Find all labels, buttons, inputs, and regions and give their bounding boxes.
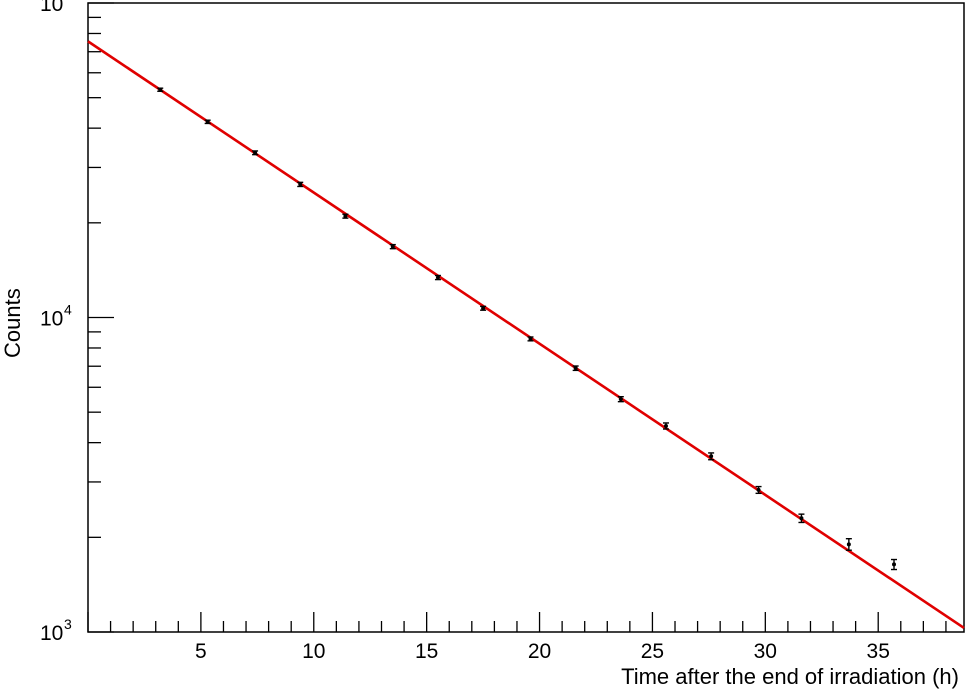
- y-tick-label: 10 4: [40, 302, 72, 331]
- data-point: [434, 274, 441, 281]
- x-axis-title: Time after the end of irradiation (h): [621, 664, 959, 689]
- x-tick-label: 35: [867, 640, 890, 663]
- x-tick-label: 20: [528, 640, 551, 663]
- data-points-layer: [157, 87, 898, 571]
- point-marker: [528, 336, 533, 341]
- point-marker: [756, 487, 761, 492]
- point-marker: [435, 275, 440, 280]
- plot-frame: [87, 2, 965, 633]
- ticks-layer: [87, 2, 947, 633]
- y-axis-title: Counts: [0, 288, 25, 358]
- x-tick-label: 15: [415, 640, 438, 663]
- data-point: [252, 150, 259, 156]
- y-tick-exponent: 5: [64, 0, 72, 3]
- data-point: [708, 452, 715, 461]
- point-marker: [253, 150, 258, 155]
- data-point: [297, 181, 304, 188]
- x-tick-label: 10: [302, 640, 325, 663]
- y-tick-labels: 103104105: [40, 0, 72, 645]
- y-tick-exponent: 4: [64, 302, 72, 318]
- y-tick-exponent: 3: [64, 616, 72, 632]
- data-point: [342, 213, 349, 219]
- point-marker: [846, 542, 851, 547]
- x-tick-label: 5: [195, 640, 207, 663]
- data-point: [572, 365, 579, 372]
- y-tick-label: 10 3: [40, 616, 72, 645]
- x-tick-labels: 5 10 15 20 25 30 35: [195, 640, 890, 663]
- data-point: [157, 87, 164, 92]
- data-point: [480, 305, 487, 311]
- data-point: [755, 485, 762, 495]
- point-marker: [709, 454, 714, 459]
- point-marker: [205, 119, 210, 124]
- data-point: [798, 513, 805, 524]
- point-marker: [663, 423, 668, 428]
- fit-line-layer: [87, 40, 965, 630]
- data-point: [389, 243, 396, 250]
- point-marker: [892, 562, 897, 567]
- point-marker: [390, 244, 395, 249]
- point-marker: [481, 306, 486, 311]
- data-point: [845, 537, 852, 551]
- point-marker: [298, 182, 303, 187]
- data-point: [662, 422, 669, 430]
- point-marker: [573, 366, 578, 371]
- fit-line: [87, 40, 965, 630]
- data-point: [527, 336, 534, 342]
- data-point: [891, 558, 898, 571]
- y-tick-base: 10: [40, 308, 63, 331]
- point-marker: [799, 516, 804, 521]
- data-point: [204, 119, 211, 125]
- y-tick-base: 10: [40, 622, 63, 645]
- point-marker: [158, 87, 163, 92]
- x-tick-label: 25: [641, 640, 664, 663]
- point-marker: [343, 214, 348, 219]
- y-tick-base: 10: [40, 0, 63, 16]
- data-point: [617, 395, 624, 403]
- x-tick-label: 30: [754, 640, 777, 663]
- y-tick-label: 105: [40, 0, 72, 16]
- point-marker: [618, 397, 623, 402]
